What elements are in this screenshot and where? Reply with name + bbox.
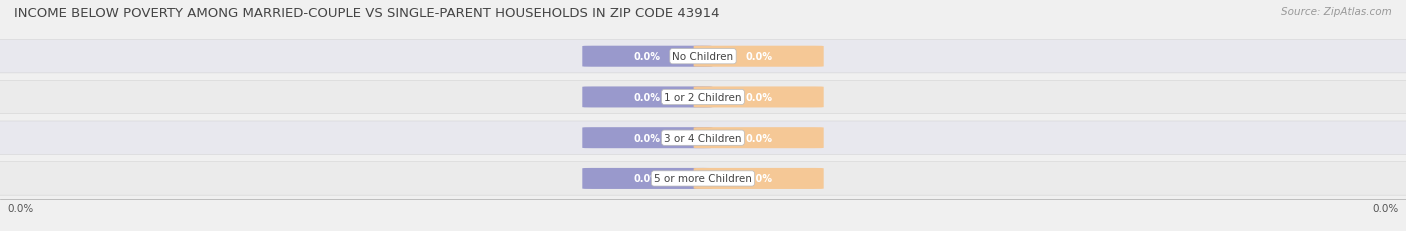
FancyBboxPatch shape xyxy=(693,87,824,108)
Text: 0.0%: 0.0% xyxy=(634,52,661,62)
Text: 0.0%: 0.0% xyxy=(634,93,661,103)
Text: 0.0%: 0.0% xyxy=(634,133,661,143)
Text: INCOME BELOW POVERTY AMONG MARRIED-COUPLE VS SINGLE-PARENT HOUSEHOLDS IN ZIP COD: INCOME BELOW POVERTY AMONG MARRIED-COUPL… xyxy=(14,7,720,20)
FancyBboxPatch shape xyxy=(693,46,824,67)
Text: 0.0%: 0.0% xyxy=(745,174,772,184)
Text: 0.0%: 0.0% xyxy=(745,52,772,62)
FancyBboxPatch shape xyxy=(582,87,713,108)
FancyBboxPatch shape xyxy=(0,162,1406,195)
FancyBboxPatch shape xyxy=(582,46,713,67)
FancyBboxPatch shape xyxy=(0,81,1406,114)
Text: 0.0%: 0.0% xyxy=(7,203,34,213)
FancyBboxPatch shape xyxy=(693,128,824,149)
Text: 1 or 2 Children: 1 or 2 Children xyxy=(664,93,742,103)
FancyBboxPatch shape xyxy=(582,128,713,149)
Text: 0.0%: 0.0% xyxy=(745,133,772,143)
FancyBboxPatch shape xyxy=(0,40,1406,74)
Text: 0.0%: 0.0% xyxy=(634,174,661,184)
Text: 0.0%: 0.0% xyxy=(745,93,772,103)
Text: 0.0%: 0.0% xyxy=(1372,203,1399,213)
Text: 5 or more Children: 5 or more Children xyxy=(654,174,752,184)
Text: 3 or 4 Children: 3 or 4 Children xyxy=(664,133,742,143)
FancyBboxPatch shape xyxy=(693,168,824,189)
FancyBboxPatch shape xyxy=(582,168,713,189)
Text: No Children: No Children xyxy=(672,52,734,62)
Text: Source: ZipAtlas.com: Source: ZipAtlas.com xyxy=(1281,7,1392,17)
FancyBboxPatch shape xyxy=(0,122,1406,155)
